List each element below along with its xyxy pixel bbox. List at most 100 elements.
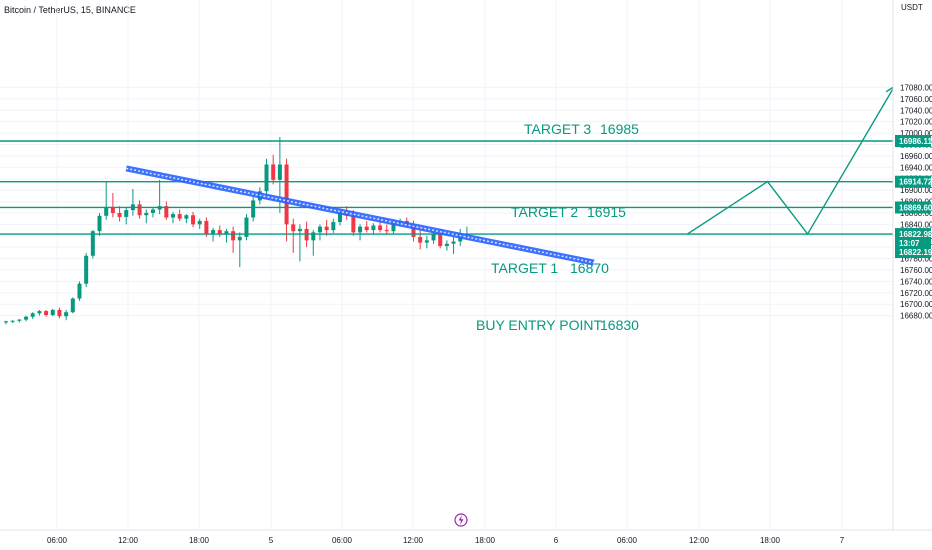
candle-body: [84, 255, 89, 284]
candle-body: [384, 230, 389, 232]
candle-body: [70, 298, 75, 313]
level-label: TARGET 3: [524, 121, 591, 137]
candle-body: [277, 164, 282, 180]
candle-body: [197, 220, 202, 225]
candle-body: [358, 226, 363, 233]
candle-body: [411, 224, 416, 237]
levels: TARGET 3 16985 TARGET 2 16915 TARGET 1 16870 B…: [0, 121, 893, 333]
candle-body: [10, 320, 15, 322]
level-badge-text: 16869.60: [899, 203, 932, 212]
candles: [4, 137, 469, 325]
candle-body: [30, 313, 35, 317]
candle-body: [284, 164, 289, 225]
price-badges: 16986.1116914.7216869.6016822.9813:07168…: [895, 135, 932, 259]
price-axis-bg: [893, 0, 932, 550]
projection-path: [686, 85, 896, 236]
x-tick-label: 6: [554, 536, 559, 545]
x-tick-label: 06:00: [332, 536, 353, 545]
candle-body: [297, 228, 302, 232]
x-tick-label: 7: [840, 536, 845, 545]
level-value: 16985: [600, 121, 639, 137]
y-tick-label: 17000.00: [900, 129, 932, 138]
candle-body: [4, 321, 8, 323]
y-tick-label: 16940.00: [900, 163, 932, 172]
low-price-text: 16822.19: [899, 248, 932, 257]
candle-body: [191, 215, 196, 225]
candle-body: [271, 164, 276, 180]
candle-body: [110, 207, 115, 213]
candle-body: [177, 214, 182, 219]
x-tick-label: 18:00: [475, 536, 496, 545]
y-tick-label: 16760.00: [900, 266, 932, 275]
candle-body: [317, 226, 322, 233]
candle-body: [164, 206, 169, 218]
y-tick-label: 16840.00: [900, 220, 932, 229]
countdown-text: 13:07: [899, 239, 920, 248]
level-badge: [895, 175, 931, 188]
candle-body: [224, 231, 229, 235]
candle-body: [431, 233, 436, 241]
y-tick-label: 17080.00: [900, 83, 932, 92]
candle-body: [444, 243, 449, 247]
candle-body: [117, 212, 122, 217]
level-label: TARGET 2: [511, 204, 578, 220]
candle-body: [77, 283, 82, 299]
y-tick-label: 16780.00: [900, 255, 932, 264]
grid: [0, 0, 893, 530]
candle-body: [124, 210, 129, 217]
candle-body: [451, 241, 456, 244]
candle-body: [291, 224, 296, 232]
price-unit: USDT: [901, 3, 923, 12]
candle-body: [244, 217, 249, 237]
candle-body: [37, 311, 42, 314]
candle-body: [17, 319, 22, 321]
candle-body: [251, 200, 256, 218]
candle-body: [378, 225, 383, 231]
candle-body: [371, 225, 376, 231]
y-tick-label: 17020.00: [900, 118, 932, 127]
chart-title: Bitcoin / TetherUS, 15, BINANCE: [4, 5, 136, 15]
y-tick-label: 16740.00: [900, 277, 932, 286]
x-tick-label: 06:00: [617, 536, 638, 545]
level-badge: [895, 135, 931, 147]
candle-body: [237, 236, 242, 241]
candle-body: [57, 309, 62, 317]
y-tick-label: 17040.00: [900, 106, 932, 115]
candle-body: [391, 222, 396, 232]
candle-body: [44, 311, 49, 316]
candle-body: [137, 204, 142, 216]
time-axis[interactable]: 06:00 12:00 18:00 5 06:00 12:00 18:00 6 06:00 12:…: [47, 536, 845, 545]
level-label: BUY ENTRY POINT: [476, 317, 602, 333]
candle-body: [324, 226, 329, 231]
candle-body: [438, 233, 443, 247]
y-tick-label: 16900.00: [900, 186, 932, 195]
candle-body: [264, 164, 269, 192]
current-price-text: 16822.98: [899, 230, 932, 239]
candle-body: [424, 240, 429, 243]
level-value: 16870: [570, 260, 609, 276]
candle-body: [311, 232, 316, 241]
candle-body: [90, 231, 95, 256]
level-badge-text: 16986.11: [899, 137, 932, 146]
candle-body: [184, 215, 189, 219]
candle-body: [97, 215, 102, 232]
candle-body: [171, 214, 175, 218]
trendline-inner: [126, 167, 594, 264]
candle-body: [231, 231, 236, 241]
x-tick-label: 12:00: [403, 536, 424, 545]
candle-body: [351, 215, 356, 233]
candle-body: [331, 222, 336, 231]
y-tick-label: 16700.00: [900, 300, 932, 309]
candle-body: [418, 236, 423, 243]
x-tick-label: 12:00: [689, 536, 710, 545]
level-badge: [895, 201, 931, 214]
level-value: 16830: [600, 317, 639, 333]
candle-body: [217, 230, 222, 235]
candle-body: [64, 312, 69, 317]
candle-body: [150, 209, 155, 213]
candle-body: [211, 230, 216, 234]
x-tick-label: 18:00: [760, 536, 781, 545]
x-tick-label: 12:00: [118, 536, 139, 545]
event-marker-icon[interactable]: [454, 513, 468, 527]
